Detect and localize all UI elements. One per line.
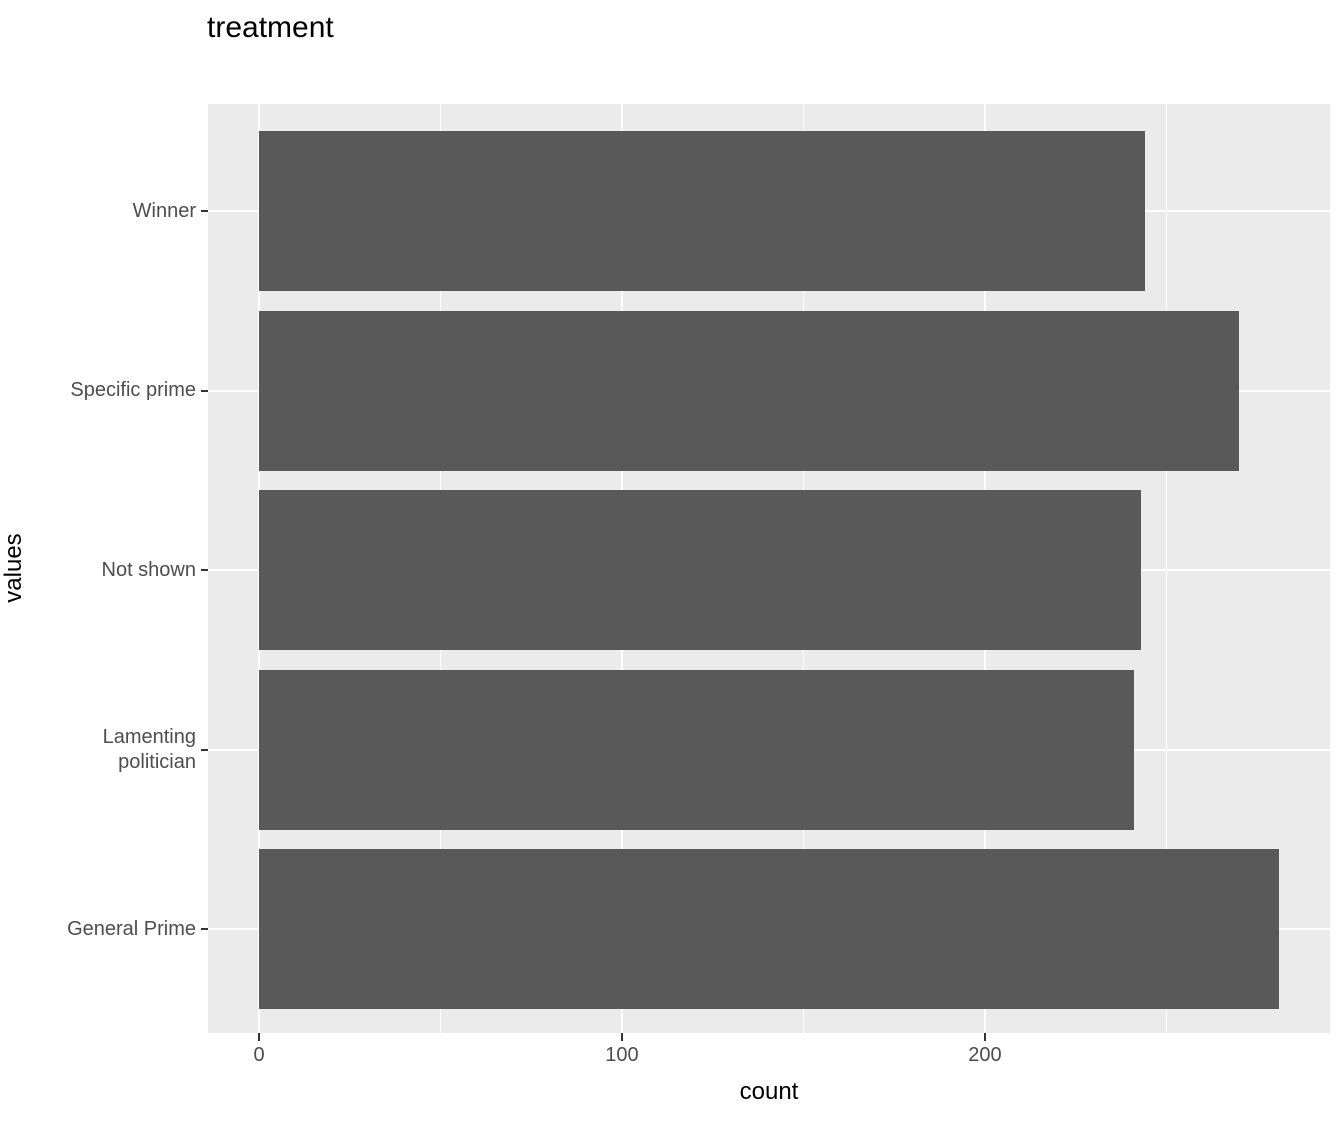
bar-winner (259, 131, 1145, 291)
x-tick-label: 100 (605, 1044, 639, 1066)
y-tick-label: Lamenting politician (102, 725, 196, 773)
y-axis-tick (201, 569, 208, 572)
gridline-minor-vertical (1165, 104, 1167, 1033)
x-axis-tick (620, 1033, 623, 1041)
plot-panel (208, 104, 1330, 1033)
bar-general-prime (259, 849, 1279, 1010)
y-tick-label: Winner (132, 199, 196, 222)
y-axis-tick (201, 389, 208, 392)
y-axis-tick (201, 748, 208, 751)
x-axis-tick (258, 1033, 260, 1041)
y-axis-tick (201, 210, 208, 212)
y-tick-label: Specific prime (70, 379, 196, 402)
bar-specific-prime (259, 310, 1240, 471)
x-axis-title: count (739, 1078, 799, 1105)
bar-lamenting-politician (259, 669, 1134, 830)
y-tick-label: General Prime (67, 917, 196, 940)
chart-title: treatment (207, 11, 334, 44)
bar-not-shown (259, 490, 1142, 651)
x-tick-label: 200 (968, 1044, 1002, 1066)
x-tick-label: 0 (253, 1044, 265, 1066)
y-axis-tick (201, 928, 208, 931)
x-axis-tick (983, 1033, 986, 1041)
y-tick-label: Not shown (101, 558, 197, 581)
